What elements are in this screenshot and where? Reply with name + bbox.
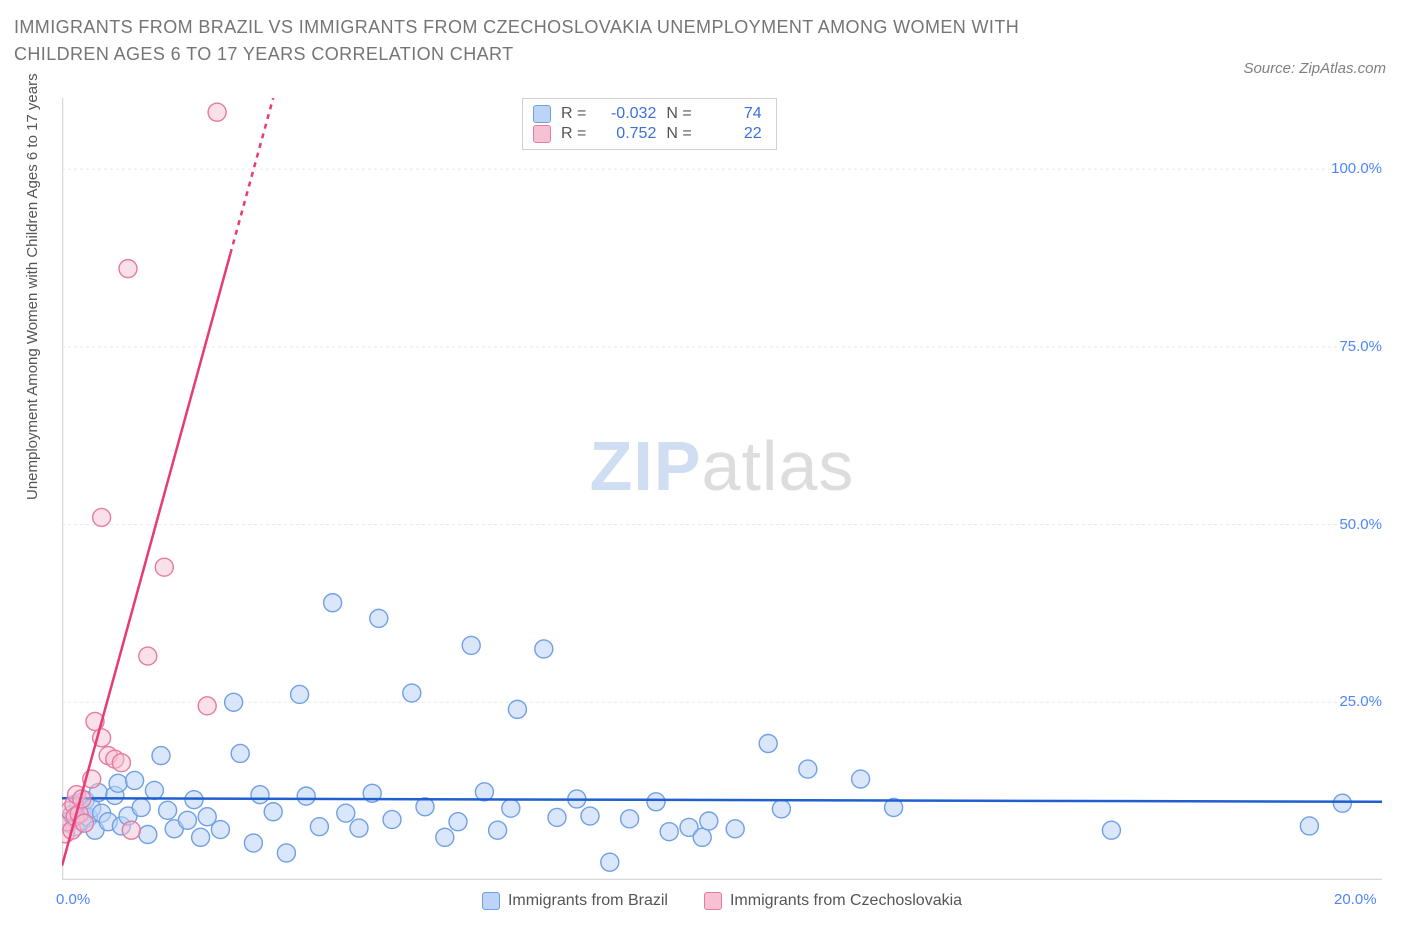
plot-area: ZIPatlas R = -0.032 N = 74 R = 0.752 N =… <box>62 98 1382 880</box>
legend-item-0: Immigrants from Brazil <box>482 892 668 910</box>
legend-label: Immigrants from Czechoslovakia <box>730 892 962 910</box>
n-label: N = <box>666 105 691 123</box>
bottom-legend: Immigrants from Brazil Immigrants from C… <box>62 892 1382 910</box>
n-value: 22 <box>702 125 762 143</box>
chart-title: IMMIGRANTS FROM BRAZIL VS IMMIGRANTS FRO… <box>14 14 1104 68</box>
n-label: N = <box>666 125 691 143</box>
swatch-icon <box>704 892 722 910</box>
scatter-svg <box>62 98 1382 880</box>
y-tick-label: 25.0% <box>1312 693 1382 710</box>
correlation-legend: R = -0.032 N = 74 R = 0.752 N = 22 <box>522 98 777 150</box>
r-label: R = <box>561 105 586 123</box>
r-value: -0.032 <box>596 105 656 123</box>
source-label: Source: ZipAtlas.com <box>1243 60 1386 77</box>
y-tick-label: 100.0% <box>1312 160 1382 177</box>
swatch-icon <box>533 125 551 143</box>
r-label: R = <box>561 125 586 143</box>
legend-item-1: Immigrants from Czechoslovakia <box>704 892 962 910</box>
y-axis-label: Unemployment Among Women with Children A… <box>24 73 41 500</box>
n-value: 74 <box>702 105 762 123</box>
legend-label: Immigrants from Brazil <box>508 892 668 910</box>
swatch-icon <box>533 105 551 123</box>
y-tick-label: 75.0% <box>1312 338 1382 355</box>
chart-root: IMMIGRANTS FROM BRAZIL VS IMMIGRANTS FRO… <box>0 0 1406 930</box>
r-value: 0.752 <box>596 125 656 143</box>
swatch-icon <box>482 892 500 910</box>
corr-row-0: R = -0.032 N = 74 <box>533 105 762 123</box>
corr-row-1: R = 0.752 N = 22 <box>533 125 762 143</box>
y-tick-label: 50.0% <box>1312 516 1382 533</box>
